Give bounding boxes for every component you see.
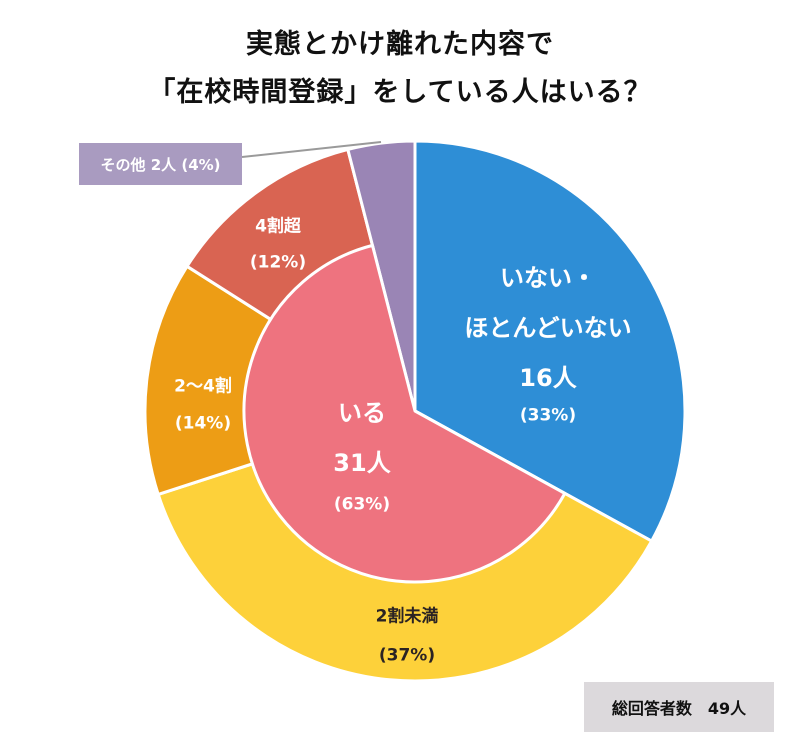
label-blue-count: 16人 (519, 364, 577, 392)
chart-title-line2: 「在校時間登録」をしている人はいる？ (148, 77, 652, 108)
label-pink-line1: いる (338, 399, 386, 427)
label-pink-percent: (63%) (333, 494, 391, 515)
slice-outer-0 (413, 139, 687, 543)
label-pink-count: 31人 (333, 449, 391, 477)
label-other-callout: その他 2人 (4%) (79, 143, 242, 185)
chart-title-line1: 実態とかけ離れた内容で (246, 29, 554, 60)
label-other-text: その他 2人 (4%) (100, 155, 221, 174)
label-orange-line1: 2〜4割 (174, 376, 232, 397)
label-blue-line1: いない・ (500, 264, 596, 292)
label-red-line1: 4割超 (255, 216, 301, 237)
slice-inner-0 (242, 243, 567, 584)
label-blue-line2: ほとんどいない (464, 314, 632, 342)
label-red-percent: (12%) (249, 252, 307, 273)
total-respondents-box: 総回答者数 49人 (584, 682, 774, 732)
total-respondents-text: 総回答者数 49人 (611, 699, 747, 718)
label-yellow-percent: (37%) (378, 645, 436, 666)
label-blue-percent: (33%) (519, 405, 577, 426)
label-orange-percent: (14%) (174, 413, 232, 434)
label-yellow-line1: 2割未満 (375, 606, 439, 627)
leader-line (241, 141, 382, 158)
